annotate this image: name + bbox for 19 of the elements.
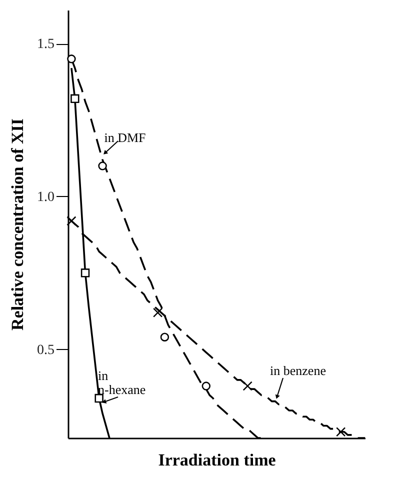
annotation: in DMF — [104, 130, 146, 145]
point — [152, 308, 163, 318]
point — [66, 216, 76, 226]
point — [94, 394, 104, 403]
point — [242, 381, 252, 391]
y-tick-label: 1.0 — [37, 190, 54, 205]
y-axis-title: Relative concentration of XII — [8, 118, 27, 330]
annotation: in n-hexane — [98, 368, 146, 397]
y-tick-label: 0.5 — [37, 342, 54, 358]
x-axis-title: Irradiation time — [158, 450, 276, 470]
point — [70, 94, 80, 104]
point — [80, 268, 90, 278]
point — [336, 427, 346, 437]
point — [98, 162, 107, 170]
y-tick-label: 1.5 — [37, 37, 54, 52]
point — [202, 382, 210, 390]
annotation: in benzene — [270, 363, 326, 378]
point — [67, 54, 76, 64]
point — [160, 332, 170, 342]
